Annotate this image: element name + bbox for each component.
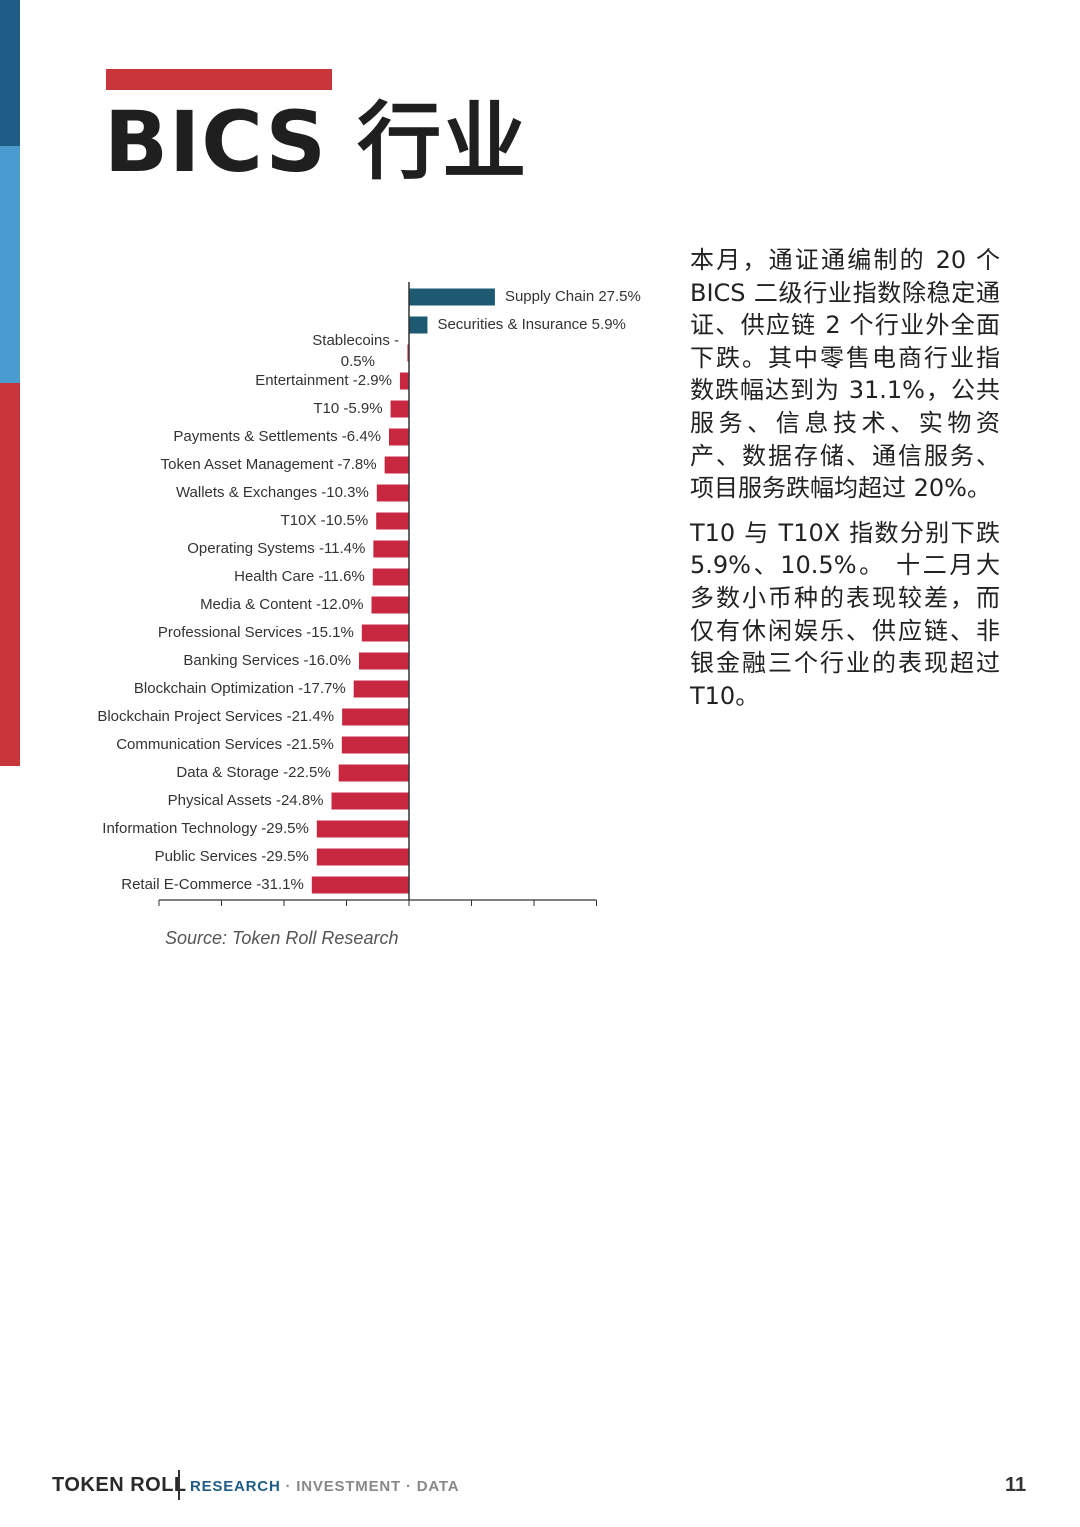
bar-label-2: Securities & Insurance 5.9%	[437, 316, 625, 333]
bar-6	[389, 428, 409, 446]
bar-14	[359, 652, 409, 670]
bar-11	[372, 568, 409, 586]
bar-16	[342, 708, 409, 726]
bar-1	[409, 288, 495, 306]
bar-12	[371, 596, 409, 614]
footer-tagline-rest: · INVESTMENT · DATA	[280, 1478, 460, 1495]
commentary-paragraph-1: 本月，通证通编制的 20 个 BICS 二级行业指数除稳定通证、供应链 2 个行…	[690, 246, 1000, 503]
bar-label-16: Blockchain Project Services -21.4%	[97, 708, 334, 725]
bar-label-8: Wallets & Exchanges -10.3%	[176, 484, 369, 501]
bar-label-14: Banking Services -16.0%	[183, 652, 351, 669]
bar-7	[384, 456, 409, 474]
bics-bar-chart: Supply Chain 27.5% Securities & Insurance…	[97, 282, 641, 906]
bar-label-11: Health Care -11.6%	[234, 568, 365, 585]
commentary: 本月，通证通编制的 20 个 BICS 二级行业指数除稳定通证、供应链 2 个行…	[690, 244, 1000, 724]
chart-source: Source: Token Roll Research	[165, 928, 399, 948]
bar-label-19: Physical Assets -24.8%	[168, 792, 324, 809]
bar-label-7: Token Asset Management -7.8%	[161, 456, 377, 473]
bar-10	[373, 540, 409, 558]
commentary-paragraph-2: T10 与 T10X 指数分别下跌 5.9%、10.5%。 十二月大多数小币种的…	[690, 518, 1000, 710]
bar-22	[311, 876, 409, 894]
title-accent-rule	[106, 69, 332, 90]
footer-divider	[178, 1470, 180, 1500]
bar-label-5: T10 -5.9%	[313, 400, 382, 417]
bar-18	[338, 764, 409, 782]
footer-tagline: RESEARCH · INVESTMENT · DATA	[190, 1478, 459, 1495]
footer-brand: TOKEN ROLL	[52, 1474, 187, 1496]
bar-19	[331, 792, 409, 810]
bar-label-15: Blockchain Optimization -17.7%	[134, 680, 346, 697]
bar-9	[376, 512, 409, 530]
footer-tagline-research: RESEARCH	[190, 1478, 281, 1495]
page-title: BICS 行业	[104, 93, 528, 191]
bar-label-18: Data & Storage -22.5%	[176, 764, 330, 781]
side-accent-dark-blue	[0, 0, 20, 146]
bar-2	[409, 316, 428, 334]
bar-8	[376, 484, 409, 502]
side-accent-light-blue	[0, 146, 20, 383]
bar-label-6: Payments & Settlements -6.4%	[173, 428, 381, 445]
bar-5	[390, 400, 409, 418]
bar-15	[353, 680, 409, 698]
bar-label-4: Entertainment -2.9%	[255, 372, 392, 389]
page-number: 11	[1005, 1474, 1027, 1496]
bar-21	[316, 848, 409, 866]
bar-label-17: Communication Services -21.5%	[116, 736, 334, 753]
bar-20	[316, 820, 409, 838]
bar-label-21: Public Services -29.5%	[155, 848, 309, 865]
bar-label-13: Professional Services -15.1%	[158, 624, 354, 641]
bar-13	[361, 624, 409, 642]
bar-17	[341, 736, 409, 754]
bar-label-22: Retail E-Commerce -31.1%	[121, 876, 304, 893]
bar-4	[399, 372, 409, 390]
bar-label-20: Information Technology -29.5%	[102, 820, 309, 837]
bar-label-3: Stablecoins -0.5%	[312, 332, 399, 370]
bar-label-10: Operating Systems -11.4%	[187, 540, 365, 557]
bar-label-9: T10X -10.5%	[281, 512, 369, 529]
bar-3	[407, 344, 409, 362]
bar-label-1: Supply Chain 27.5%	[505, 288, 641, 305]
side-accent-red	[0, 383, 20, 766]
bar-label-12: Media & Content -12.0%	[200, 596, 363, 613]
